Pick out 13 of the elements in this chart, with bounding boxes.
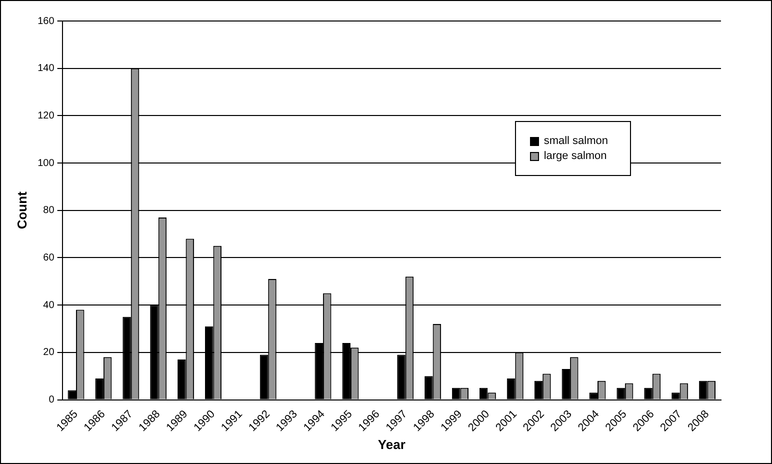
- y-tick-label: 160: [38, 16, 55, 27]
- y-tick-label: 60: [43, 252, 55, 264]
- y-tick-label: 100: [38, 158, 55, 169]
- y-tick-label: 140: [38, 63, 55, 74]
- y-tick-label: 80: [43, 205, 55, 216]
- y-axis-title: Count: [14, 190, 30, 230]
- x-axis-title: Year: [378, 436, 406, 452]
- legend-label: small salmon: [544, 135, 608, 147]
- y-tick-label: 20: [43, 347, 55, 358]
- legend-label: large salmon: [544, 150, 607, 162]
- y-tick-label: 120: [38, 110, 55, 122]
- y-tick-label: 0: [48, 394, 55, 406]
- y-tick-label: 40: [43, 300, 55, 311]
